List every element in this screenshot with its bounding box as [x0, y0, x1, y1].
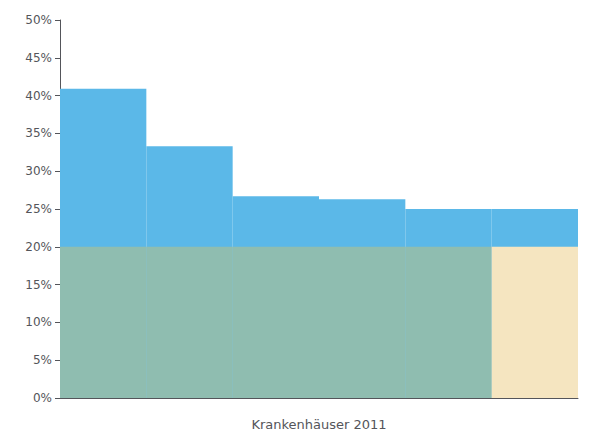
svg-text:45%: 45% [25, 51, 52, 65]
svg-text:50%: 50% [25, 13, 52, 27]
svg-text:Krankenhäuser 2011: Krankenhäuser 2011 [251, 417, 386, 432]
svg-text:5%: 5% [33, 353, 52, 367]
svg-text:35%: 35% [25, 126, 52, 140]
svg-text:10%: 10% [25, 315, 52, 329]
svg-text:40%: 40% [25, 89, 52, 103]
svg-text:20%: 20% [25, 240, 52, 254]
svg-text:25%: 25% [25, 202, 52, 216]
svg-text:15%: 15% [25, 278, 52, 292]
svg-text:30%: 30% [25, 164, 52, 178]
svg-text:0%: 0% [33, 391, 52, 405]
